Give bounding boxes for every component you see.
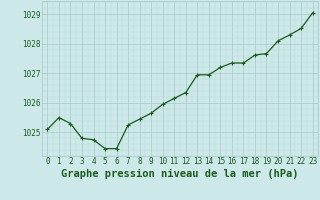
X-axis label: Graphe pression niveau de la mer (hPa): Graphe pression niveau de la mer (hPa) (61, 169, 299, 179)
